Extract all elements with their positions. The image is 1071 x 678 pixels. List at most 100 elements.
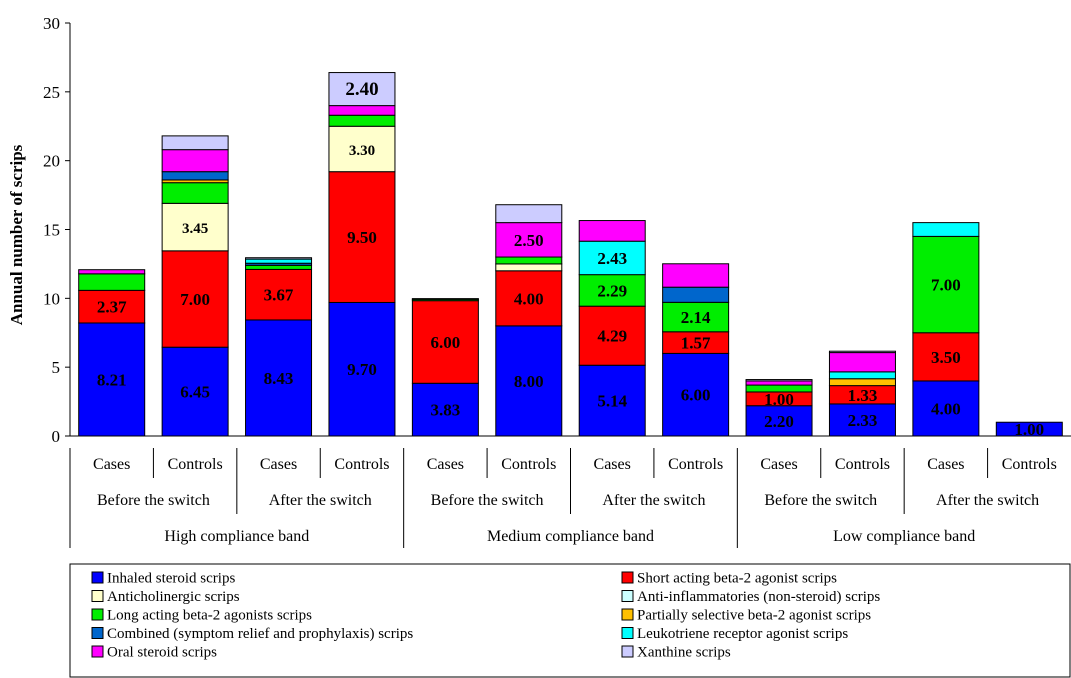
data-label: 1.33 xyxy=(848,386,878,405)
legend: Inhaled steroid scrips Short acting beta-… xyxy=(69,563,1071,678)
legend-label: Combined (symptom relief and prophylaxis… xyxy=(107,626,413,642)
legend-swatch xyxy=(621,627,634,639)
legend-swatch xyxy=(91,571,104,584)
data-label: 9.70 xyxy=(347,360,377,379)
category-label: Controls xyxy=(168,456,223,473)
bar-segment xyxy=(662,286,730,303)
y-tick-label: 0 xyxy=(52,427,61,446)
legend-swatch xyxy=(621,571,634,584)
bar-segment xyxy=(912,332,980,382)
legend-swatch xyxy=(91,590,104,602)
bar-segment xyxy=(745,405,813,437)
legend-swatch xyxy=(91,608,104,621)
data-label: 5.14 xyxy=(597,392,627,411)
bar-segment xyxy=(495,256,563,265)
data-label: 7.00 xyxy=(931,276,961,295)
bar-segment xyxy=(745,379,813,382)
legend-swatch xyxy=(621,590,634,602)
bar-segment xyxy=(828,350,896,354)
data-label: 2.14 xyxy=(681,308,711,327)
y-tick-label: 10 xyxy=(43,289,60,308)
band-label: Medium compliance band xyxy=(487,528,654,545)
bar-segment xyxy=(495,325,563,437)
period-label: After the switch xyxy=(936,492,1039,509)
data-label: 2.37 xyxy=(97,298,127,317)
category-label: Cases xyxy=(427,456,464,473)
bar-segment xyxy=(328,171,396,303)
legend-label: Anti-inflammatories (non-steroid) scrips xyxy=(637,589,880,605)
axes: 0 5 10 15 20 25 30 xyxy=(43,14,1071,446)
data-label: 2.43 xyxy=(597,249,627,268)
bar-segment xyxy=(578,220,646,242)
data-label: 1.57 xyxy=(681,334,711,353)
bar-segment xyxy=(912,235,980,334)
legend-label: Inhaled steroid scrips xyxy=(107,571,235,587)
data-label: 6.45 xyxy=(180,383,210,402)
legend-label: Anticholinergic scrips xyxy=(107,589,240,605)
band-label: Low compliance band xyxy=(833,528,975,545)
bar-segment xyxy=(161,250,229,348)
y-tick-label: 5 xyxy=(52,358,61,377)
data-label: 6.00 xyxy=(431,333,461,352)
bar-segment xyxy=(912,380,980,437)
category-label: Controls xyxy=(835,456,890,473)
data-label: 9.50 xyxy=(347,228,377,247)
data-label: 3.30 xyxy=(349,143,375,159)
bar-segment xyxy=(995,421,1063,437)
bar-segment xyxy=(245,264,313,270)
bar-segment xyxy=(411,298,479,300)
bar-segment xyxy=(161,171,229,181)
data-label: 2.40 xyxy=(345,79,378,100)
bar-segment xyxy=(578,240,646,276)
legend-swatch xyxy=(91,627,104,639)
data-label: 2.29 xyxy=(597,281,627,300)
bar-segment xyxy=(78,269,146,275)
category-label: Controls xyxy=(668,456,723,473)
bar-segment xyxy=(328,72,396,107)
period-label: Before the switch xyxy=(431,492,544,509)
bar-segment xyxy=(245,319,313,437)
bar-segment xyxy=(78,273,146,291)
data-label: 2.50 xyxy=(514,231,544,250)
bar-segment xyxy=(411,300,479,384)
data-label: 1.00 xyxy=(1014,420,1044,439)
legend-label: Long acting beta-2 agonists scrips xyxy=(107,608,312,624)
period-label: Before the switch xyxy=(97,492,210,509)
legend-swatch xyxy=(621,645,634,658)
bar-segment xyxy=(245,268,313,321)
y-tick-label: 15 xyxy=(43,221,60,240)
data-label: 2.20 xyxy=(764,412,794,431)
bar-segment xyxy=(161,182,229,204)
data-label: 8.21 xyxy=(97,370,127,389)
bar-segment xyxy=(828,378,896,387)
bar-segment xyxy=(828,403,896,437)
legend-swatch xyxy=(91,645,104,658)
data-label: 4.00 xyxy=(931,399,961,418)
data-label: 4.29 xyxy=(597,327,627,346)
y-axis-label: Annual number of scrips xyxy=(7,144,26,325)
bar-segment xyxy=(828,352,896,373)
bar-segment xyxy=(662,263,730,288)
bar-segment xyxy=(912,222,980,237)
bar-segment xyxy=(161,202,229,252)
legend-box xyxy=(69,563,1071,678)
bar-segment xyxy=(495,204,563,224)
data-label: 3.67 xyxy=(264,286,294,305)
legend-label: Oral steroid scrips xyxy=(107,645,217,661)
bar-segment xyxy=(161,149,229,173)
legend-label: Leukotriene receptor agonist scrips xyxy=(637,626,848,642)
bar-segment xyxy=(578,274,646,307)
data-label: 8.43 xyxy=(264,369,294,388)
category-label: Controls xyxy=(334,456,389,473)
bar-segment xyxy=(662,301,730,333)
category-label: Cases xyxy=(760,456,797,473)
legend-label: Short acting beta-2 agonist scrips xyxy=(637,571,837,587)
y-tick-label: 20 xyxy=(43,152,60,171)
bar-segment xyxy=(578,364,646,437)
data-label: 3.45 xyxy=(182,221,208,237)
bar-segment xyxy=(245,258,313,264)
legend-swatch xyxy=(621,608,634,621)
data-label: 2.33 xyxy=(848,411,878,430)
bar-segment xyxy=(411,382,479,437)
